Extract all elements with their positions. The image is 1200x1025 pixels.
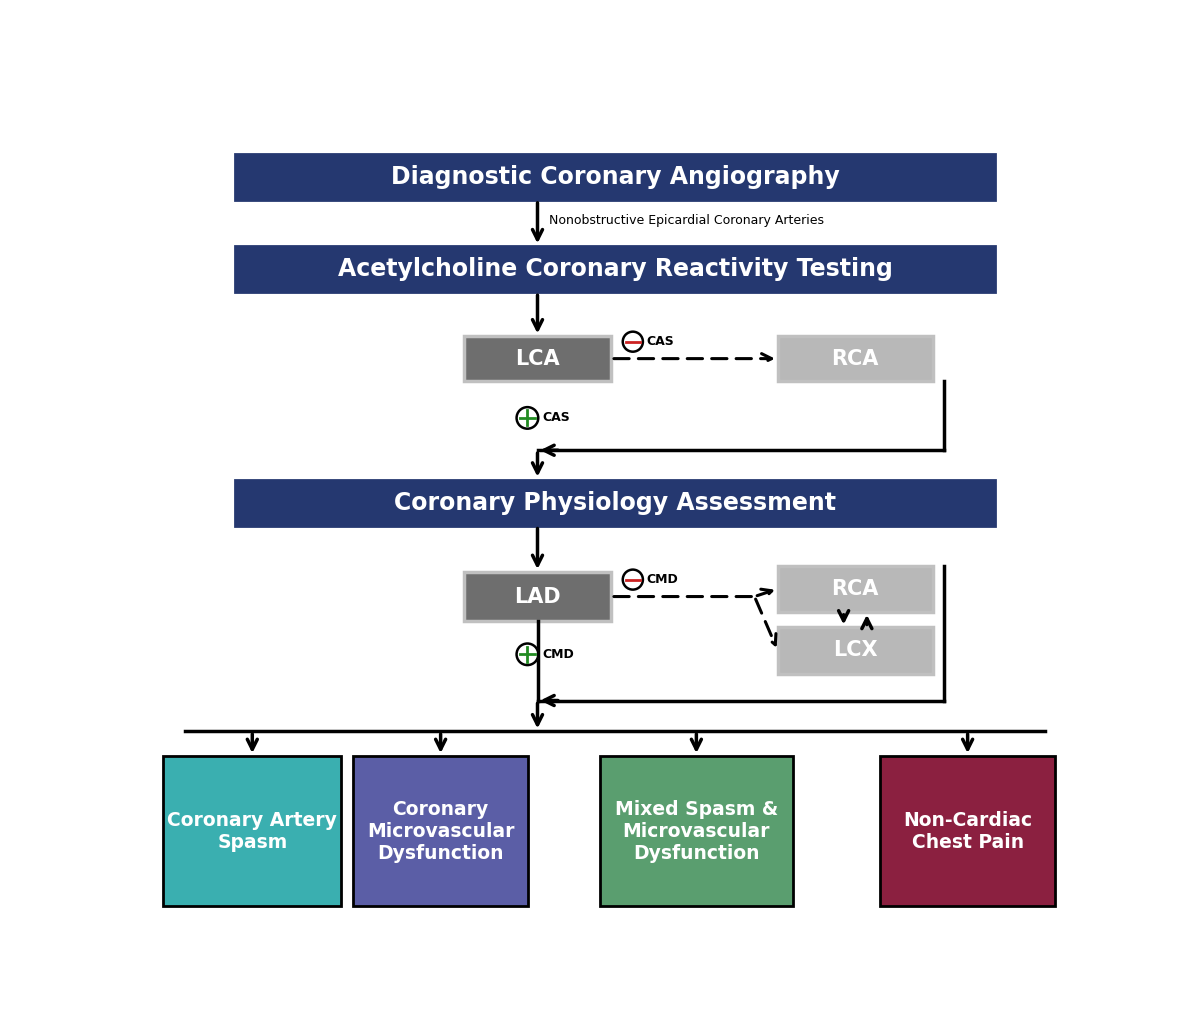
Text: Coronary
Microvascular
Dysfunction: Coronary Microvascular Dysfunction bbox=[367, 800, 515, 862]
Circle shape bbox=[516, 644, 539, 665]
Text: LCX: LCX bbox=[833, 641, 877, 660]
Circle shape bbox=[516, 407, 539, 428]
Text: Acetylcholine Coronary Reactivity Testing: Acetylcholine Coronary Reactivity Testin… bbox=[337, 257, 893, 281]
FancyBboxPatch shape bbox=[600, 756, 793, 906]
Text: LAD: LAD bbox=[514, 586, 560, 607]
Text: CAS: CAS bbox=[647, 335, 674, 348]
FancyBboxPatch shape bbox=[163, 756, 342, 906]
Text: Diagnostic Coronary Angiography: Diagnostic Coronary Angiography bbox=[391, 165, 839, 189]
Text: CMD: CMD bbox=[647, 573, 678, 586]
Text: Coronary Artery
Spasm: Coronary Artery Spasm bbox=[167, 811, 337, 852]
FancyBboxPatch shape bbox=[778, 627, 932, 673]
FancyBboxPatch shape bbox=[778, 336, 932, 381]
FancyBboxPatch shape bbox=[235, 154, 995, 200]
Text: Non-Cardiac
Chest Pain: Non-Cardiac Chest Pain bbox=[904, 811, 1032, 852]
FancyBboxPatch shape bbox=[881, 756, 1055, 906]
FancyBboxPatch shape bbox=[235, 246, 995, 292]
Text: CMD: CMD bbox=[542, 648, 574, 661]
Text: Coronary Physiology Assessment: Coronary Physiology Assessment bbox=[394, 491, 836, 515]
Text: RCA: RCA bbox=[832, 348, 878, 369]
FancyBboxPatch shape bbox=[354, 756, 528, 906]
Text: LCA: LCA bbox=[515, 348, 560, 369]
FancyBboxPatch shape bbox=[778, 566, 932, 612]
Text: RCA: RCA bbox=[832, 579, 878, 599]
Circle shape bbox=[623, 332, 643, 352]
Circle shape bbox=[623, 570, 643, 589]
Text: Mixed Spasm &
Microvascular
Dysfunction: Mixed Spasm & Microvascular Dysfunction bbox=[614, 800, 778, 862]
FancyBboxPatch shape bbox=[464, 336, 611, 381]
FancyBboxPatch shape bbox=[464, 572, 611, 621]
Text: CAS: CAS bbox=[542, 411, 570, 424]
Text: Nonobstructive Epicardial Coronary Arteries: Nonobstructive Epicardial Coronary Arter… bbox=[550, 214, 824, 228]
FancyBboxPatch shape bbox=[235, 480, 995, 526]
